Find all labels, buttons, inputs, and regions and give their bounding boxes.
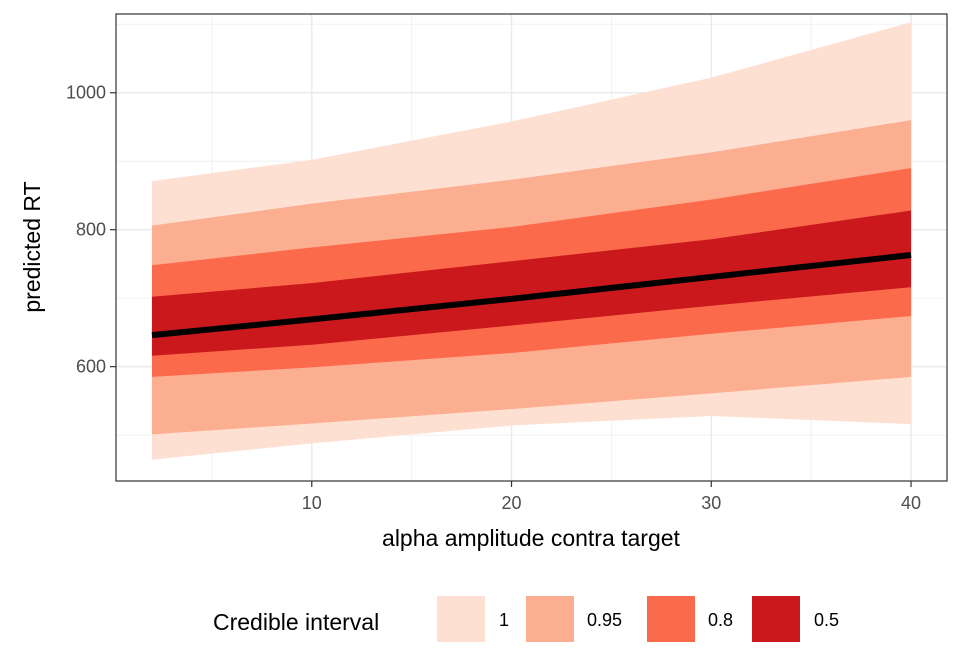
- y-tick-label: 800: [76, 220, 106, 240]
- x-axis: 10 20 30 40: [302, 481, 921, 513]
- legend-key-0.8: [647, 596, 695, 642]
- legend-key-0.5: [752, 596, 800, 642]
- y-axis: 600 800 1000: [66, 83, 116, 377]
- x-tick-label: 40: [901, 493, 921, 513]
- legend-key-1: [437, 596, 485, 642]
- x-axis-title: alpha amplitude contra target: [382, 525, 681, 551]
- legend-label: 0.95: [587, 610, 622, 630]
- legend-key-0.95: [526, 596, 574, 642]
- legend-label: 0.8: [708, 610, 733, 630]
- plot-panel: [115, 13, 948, 482]
- y-axis-title: predicted RT: [19, 181, 45, 312]
- y-tick-label: 1000: [66, 83, 106, 103]
- y-tick-label: 600: [76, 357, 106, 377]
- band-0.5: [151, 210, 912, 356]
- legend-items: 1 0.95 0.8 0.5: [437, 596, 839, 642]
- legend: Credible interval 1 0.95 0.8 0.5: [213, 596, 839, 642]
- median-line: [151, 252, 912, 339]
- legend-label: 1: [499, 610, 509, 630]
- legend-label: 0.5: [814, 610, 839, 630]
- legend-title: Credible interval: [213, 609, 379, 635]
- x-tick-label: 10: [302, 493, 322, 513]
- x-tick-label: 20: [502, 493, 522, 513]
- x-tick-label: 30: [701, 493, 721, 513]
- plot-border: [115, 13, 948, 482]
- credible-bands: [151, 22, 912, 460]
